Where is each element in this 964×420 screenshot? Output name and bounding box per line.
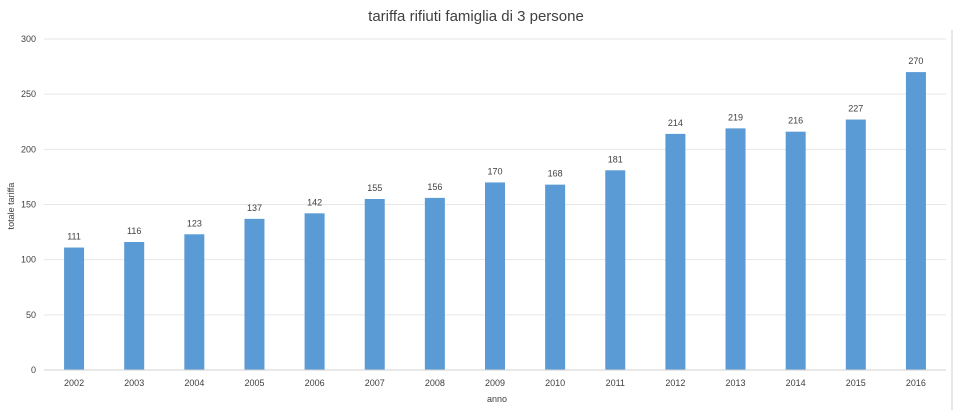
bar-2002 [64,247,85,370]
data-label-2013: 219 [728,112,743,122]
data-label-2007: 155 [367,183,382,193]
data-labels: 111 116 123 137 142 155 156 170 168 181 214 219 216 2… [67,56,923,241]
x-tick-label-2010: 2010 [545,378,565,388]
bar-2004 [184,234,205,370]
x-tick-label-2009: 2009 [485,378,505,388]
x-tick-label-2012: 2012 [665,378,685,388]
y-tick-label: 250 [21,89,36,99]
y-tick-label: 200 [21,144,36,154]
y-tick-label: 0 [31,365,36,375]
bar-2014 [785,131,806,370]
data-label-2012: 214 [668,118,683,128]
data-label-2010: 168 [548,169,563,179]
bar-2008 [424,197,445,370]
data-label-2011: 181 [608,154,623,164]
data-label-2006: 142 [307,197,322,207]
data-label-2015: 227 [848,104,863,114]
bar-2016 [905,72,926,370]
x-axis-ticks: 2002 2003 2004 2005 2006 2007 2008 2009 2010 2011… [64,378,926,388]
bar-2005 [244,218,265,370]
data-label-2009: 170 [487,166,502,176]
x-tick-label-2003: 2003 [124,378,144,388]
data-label-2016: 270 [908,56,923,66]
bar-2011 [605,170,626,370]
x-tick-label-2011: 2011 [606,378,625,388]
bar-2007 [364,198,385,370]
bar-2010 [545,184,566,370]
x-axis-title: anno [487,394,507,404]
x-tick-label-2014: 2014 [786,378,806,388]
x-tick-label-2016: 2016 [906,378,926,388]
y-axis-ticks: 0 50 100 150 200 250 300 [21,34,36,375]
data-label-2002: 111 [67,232,81,242]
y-tick-label: 50 [26,310,36,320]
data-label-2014: 216 [788,116,803,126]
x-tick-label-2015: 2015 [846,378,866,388]
bars [64,72,926,370]
y-tick-label: 100 [21,255,36,265]
y-axis-title: totale tariffa [6,183,16,230]
bar-2003 [124,242,145,370]
data-label-2008: 156 [427,182,442,192]
y-tick-label: 150 [21,200,36,210]
data-label-2005: 137 [247,203,262,213]
data-label-2003: 116 [127,226,141,236]
bar-2015 [845,119,866,370]
bar-2006 [304,213,325,370]
data-label-2004: 123 [187,218,202,228]
x-tick-label-2007: 2007 [365,378,385,388]
bar-2009 [485,182,505,370]
bar-2013 [725,128,746,370]
x-tick-label-2013: 2013 [726,378,746,388]
x-tick-label-2006: 2006 [305,378,325,388]
x-tick-label-2005: 2005 [244,378,264,388]
bar-2012 [665,133,686,370]
x-tick-label-2002: 2002 [64,378,84,388]
x-tick-label-2004: 2004 [184,378,204,388]
x-tick-label-2008: 2008 [425,378,445,388]
chart-title: tariffa rifiuti famiglia di 3 persone [368,8,584,25]
y-tick-label: 300 [21,34,36,44]
